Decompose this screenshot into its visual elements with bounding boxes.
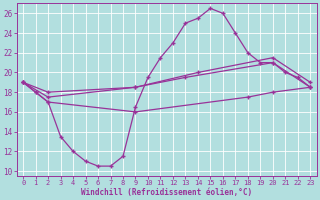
X-axis label: Windchill (Refroidissement éolien,°C): Windchill (Refroidissement éolien,°C)	[81, 188, 252, 197]
